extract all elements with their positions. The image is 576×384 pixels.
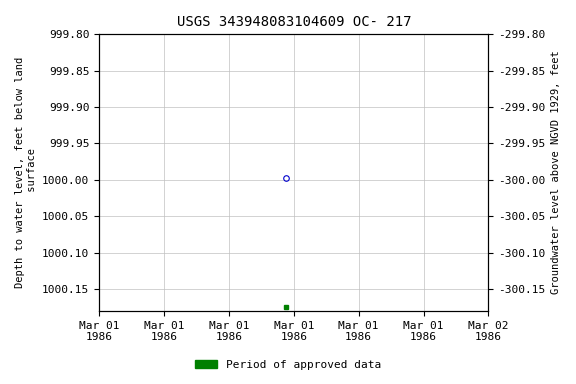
Title: USGS 343948083104609 OC- 217: USGS 343948083104609 OC- 217 [177,15,411,29]
Y-axis label: Depth to water level, feet below land
 surface: Depth to water level, feet below land su… [15,57,37,288]
Legend: Period of approved data: Period of approved data [191,356,385,375]
Y-axis label: Groundwater level above NGVD 1929, feet: Groundwater level above NGVD 1929, feet [551,51,561,295]
